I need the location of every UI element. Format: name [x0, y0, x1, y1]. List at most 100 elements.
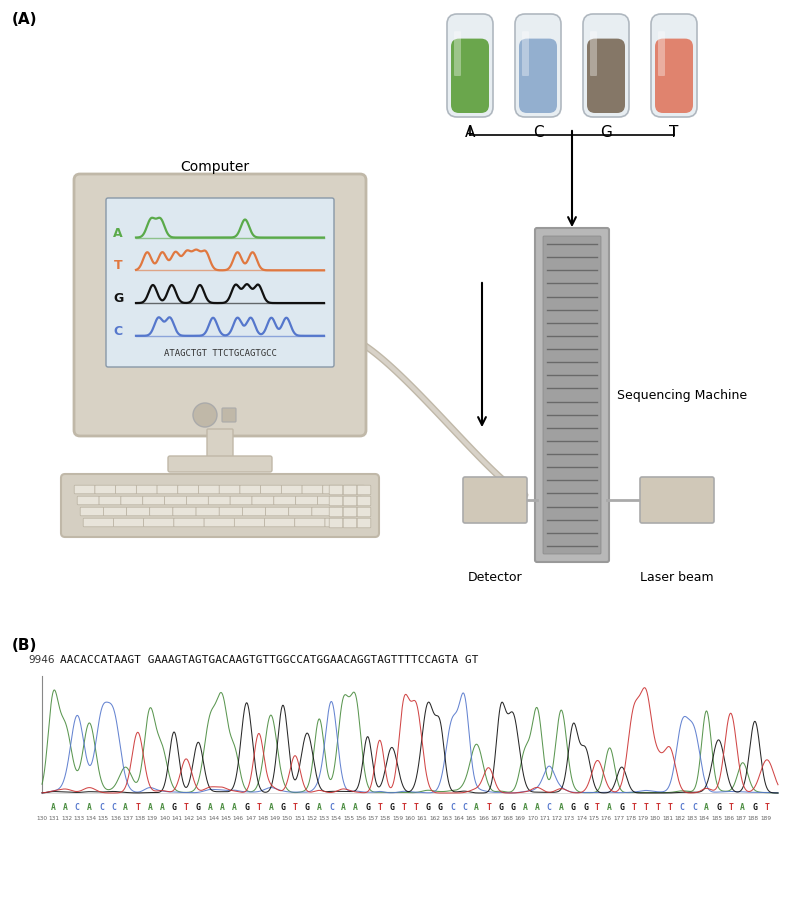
Text: T: T [631, 803, 636, 812]
Text: 137: 137 [122, 816, 134, 821]
Text: 132: 132 [61, 816, 72, 821]
Text: T: T [728, 803, 733, 812]
Text: C: C [450, 803, 454, 812]
Text: 181: 181 [662, 816, 673, 821]
Text: ATAGCTGT TTCTGCAGTGCC: ATAGCTGT TTCTGCAGTGCC [163, 349, 277, 358]
Text: 139: 139 [147, 816, 158, 821]
Text: T: T [378, 803, 382, 812]
Text: A: A [220, 803, 225, 812]
Text: 142: 142 [184, 816, 194, 821]
FancyBboxPatch shape [330, 507, 343, 517]
FancyBboxPatch shape [142, 496, 165, 505]
Text: 160: 160 [405, 816, 415, 821]
FancyBboxPatch shape [186, 496, 208, 505]
Text: A: A [87, 803, 92, 812]
Text: 169: 169 [515, 816, 526, 821]
FancyBboxPatch shape [357, 518, 371, 527]
FancyBboxPatch shape [222, 408, 236, 422]
FancyBboxPatch shape [447, 14, 493, 117]
Text: G: G [113, 292, 123, 305]
Text: T: T [668, 803, 673, 812]
Text: 162: 162 [429, 816, 440, 821]
Text: A: A [740, 803, 745, 812]
Text: 182: 182 [674, 816, 686, 821]
Text: C: C [680, 803, 685, 812]
FancyBboxPatch shape [343, 496, 357, 506]
Text: A: A [341, 803, 346, 812]
FancyBboxPatch shape [535, 228, 609, 562]
Text: T: T [765, 803, 770, 812]
Text: G: G [571, 803, 576, 812]
Text: 138: 138 [134, 816, 146, 821]
FancyBboxPatch shape [587, 39, 625, 113]
Text: G: G [600, 125, 612, 140]
FancyBboxPatch shape [583, 14, 629, 117]
FancyBboxPatch shape [126, 507, 150, 515]
Text: 174: 174 [576, 816, 587, 821]
Text: 172: 172 [552, 816, 562, 821]
Text: 151: 151 [294, 816, 305, 821]
FancyBboxPatch shape [451, 39, 489, 113]
FancyBboxPatch shape [318, 496, 339, 505]
Text: A: A [159, 803, 164, 812]
FancyBboxPatch shape [312, 507, 335, 515]
FancyBboxPatch shape [543, 236, 601, 554]
Text: G: G [426, 803, 430, 812]
Text: A: A [269, 803, 274, 812]
Text: 141: 141 [171, 816, 182, 821]
Text: Computer: Computer [181, 160, 250, 174]
Text: 152: 152 [306, 816, 318, 821]
Text: G: G [619, 803, 624, 812]
Text: 165: 165 [466, 816, 477, 821]
Text: T: T [293, 803, 298, 812]
FancyBboxPatch shape [121, 496, 143, 505]
Text: T: T [402, 803, 406, 812]
Text: 140: 140 [159, 816, 170, 821]
FancyBboxPatch shape [80, 507, 103, 515]
Text: G: G [366, 803, 370, 812]
Text: 134: 134 [86, 816, 97, 821]
FancyBboxPatch shape [515, 14, 561, 117]
Text: 9946: 9946 [28, 655, 54, 665]
Text: A: A [474, 803, 479, 812]
FancyBboxPatch shape [95, 485, 116, 494]
Text: 173: 173 [564, 816, 575, 821]
Text: 146: 146 [233, 816, 244, 821]
Text: G: G [753, 803, 758, 812]
FancyBboxPatch shape [178, 485, 198, 494]
Text: T: T [414, 803, 418, 812]
FancyBboxPatch shape [136, 485, 157, 494]
Text: 186: 186 [723, 816, 734, 821]
Text: A: A [522, 803, 527, 812]
Text: Laser beam: Laser beam [640, 571, 714, 584]
FancyBboxPatch shape [289, 507, 312, 515]
Text: 184: 184 [699, 816, 710, 821]
FancyBboxPatch shape [165, 496, 186, 505]
Text: G: G [244, 803, 249, 812]
Text: 189: 189 [760, 816, 771, 821]
Text: 167: 167 [490, 816, 502, 821]
Text: T: T [256, 803, 261, 812]
Text: G: G [172, 803, 177, 812]
Text: 130: 130 [37, 816, 47, 821]
Text: 170: 170 [527, 816, 538, 821]
FancyBboxPatch shape [240, 485, 261, 494]
Text: C: C [114, 325, 122, 337]
FancyBboxPatch shape [343, 485, 357, 495]
FancyBboxPatch shape [207, 429, 233, 459]
FancyBboxPatch shape [74, 174, 366, 436]
Text: 156: 156 [355, 816, 366, 821]
Text: C: C [533, 125, 543, 140]
FancyBboxPatch shape [325, 518, 355, 526]
FancyBboxPatch shape [282, 485, 302, 494]
FancyBboxPatch shape [219, 485, 240, 494]
Text: 154: 154 [331, 816, 342, 821]
Text: 187: 187 [736, 816, 746, 821]
Text: 166: 166 [478, 816, 489, 821]
FancyBboxPatch shape [150, 507, 173, 515]
Text: Sequencing Machine: Sequencing Machine [617, 388, 747, 401]
Text: 145: 145 [221, 816, 231, 821]
Text: A: A [704, 803, 709, 812]
FancyBboxPatch shape [519, 39, 557, 113]
Text: C: C [546, 803, 551, 812]
